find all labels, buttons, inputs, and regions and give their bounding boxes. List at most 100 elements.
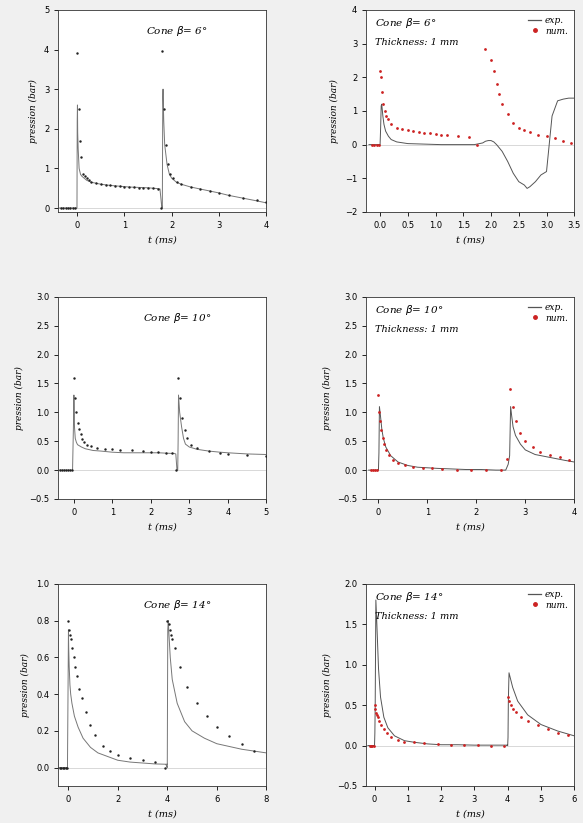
exp. [471, 740, 478, 750]
exp. [505, 459, 512, 469]
exp. [365, 465, 372, 475]
num. [371, 700, 378, 710]
num. [554, 728, 561, 737]
exp. [370, 465, 377, 475]
num. [369, 741, 376, 751]
num. [378, 720, 385, 730]
exp. [510, 169, 517, 179]
num. [377, 66, 384, 76]
num. [376, 407, 383, 417]
num. [383, 445, 390, 455]
exp. [490, 137, 497, 146]
exp. [401, 736, 408, 746]
exp. [463, 465, 470, 475]
num. [474, 740, 481, 750]
num. [372, 704, 379, 714]
num. [568, 138, 575, 148]
exp. [411, 737, 418, 747]
exp. [424, 463, 431, 472]
num. [534, 720, 541, 730]
num. [468, 465, 475, 475]
num. [374, 713, 381, 723]
num. [510, 704, 517, 714]
exp. [438, 740, 445, 750]
Text: Cone $\beta$= 6°: Cone $\beta$= 6° [146, 24, 208, 38]
exp. [509, 682, 516, 692]
exp. [506, 451, 513, 461]
exp. [387, 451, 394, 461]
num. [543, 131, 550, 141]
num. [454, 131, 461, 141]
exp. [554, 96, 561, 106]
exp. [496, 143, 503, 153]
num. [461, 740, 468, 750]
num. [368, 140, 375, 150]
num. [512, 707, 519, 717]
exp. [374, 465, 381, 475]
num. [395, 458, 402, 468]
exp. [378, 100, 385, 109]
exp. [493, 140, 500, 150]
num. [556, 453, 563, 463]
num. [375, 140, 382, 150]
num. [501, 741, 508, 751]
num. [384, 728, 391, 738]
num. [490, 66, 497, 76]
exp. [367, 465, 374, 475]
num. [378, 72, 385, 82]
exp. [504, 740, 511, 750]
exp. [546, 453, 553, 463]
exp. [395, 457, 402, 467]
exp. [526, 182, 533, 192]
exp. [375, 448, 382, 458]
num. [518, 713, 525, 723]
exp. [448, 464, 455, 474]
exp. [571, 93, 578, 103]
num. [536, 447, 543, 457]
num. [529, 442, 536, 452]
num. [382, 111, 389, 121]
Text: Thickness: 1 mm: Thickness: 1 mm [374, 325, 458, 334]
exp. [378, 425, 385, 435]
num. [465, 133, 472, 142]
exp. [366, 140, 373, 150]
exp. [549, 111, 556, 121]
num. [375, 390, 382, 400]
exp. [538, 719, 545, 729]
exp. [502, 465, 509, 475]
exp. [524, 710, 531, 720]
exp. [454, 740, 461, 750]
exp. [438, 140, 445, 150]
num. [366, 741, 373, 751]
num. [544, 724, 551, 734]
exp. [498, 146, 505, 156]
num. [517, 428, 524, 438]
num. [378, 425, 385, 435]
num. [394, 735, 401, 745]
num. [521, 126, 528, 136]
exp. [385, 131, 392, 141]
num. [429, 463, 436, 473]
exp. [504, 741, 511, 751]
Legend: exp., num.: exp., num. [526, 588, 570, 611]
Y-axis label: pression (bar): pression (bar) [22, 653, 30, 717]
num. [427, 128, 434, 138]
num. [370, 465, 377, 475]
num. [513, 416, 520, 426]
exp. [515, 177, 522, 187]
num. [483, 465, 490, 475]
exp. [504, 732, 511, 742]
exp. [505, 696, 512, 706]
num. [411, 737, 418, 747]
exp. [517, 439, 524, 449]
Legend: exp., num.: exp., num. [526, 301, 570, 324]
exp. [366, 741, 373, 751]
exp. [504, 741, 511, 751]
num. [393, 123, 400, 133]
num. [375, 716, 382, 726]
num. [372, 465, 379, 475]
num. [377, 416, 384, 426]
Legend: exp., num.: exp., num. [526, 14, 570, 37]
exp. [371, 741, 378, 751]
exp. [380, 434, 387, 444]
